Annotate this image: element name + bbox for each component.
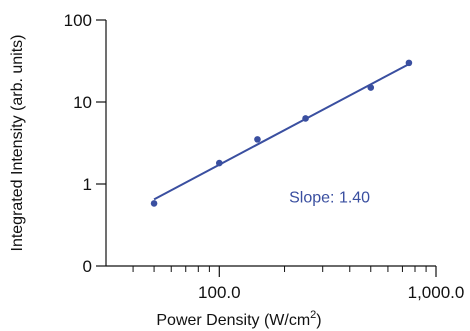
x-tick-label: 1,000.0 (408, 283, 465, 302)
data-point (216, 159, 223, 167)
y-tick-label: 0 (83, 257, 92, 276)
data-point (302, 115, 309, 122)
y-tick-label: 1 (83, 175, 92, 194)
y-tick-label: 10 (73, 93, 92, 112)
plot-area (150, 59, 413, 207)
data-point (367, 84, 375, 91)
fit-line (153, 63, 410, 201)
slope-annotation: Slope: 1.40 (289, 190, 370, 207)
x-axis-title: Power Density (W/cm2) (156, 309, 321, 329)
x-axis-title-superscript: 2 (310, 309, 316, 321)
x-axis-title-close: ) (316, 312, 321, 329)
data-point (150, 200, 158, 207)
data-point (254, 136, 261, 143)
x-tick-label: 100.0 (198, 283, 241, 302)
axes: 0 1 10 100 100.0 1,000.0 (64, 11, 465, 302)
y-tick-label: 100 (64, 11, 92, 30)
x-axis-title-main: Power Density (W/cm (156, 312, 310, 329)
y-axis-title: Integrated Intensity (arb. units) (9, 35, 26, 252)
data-point (405, 59, 413, 67)
